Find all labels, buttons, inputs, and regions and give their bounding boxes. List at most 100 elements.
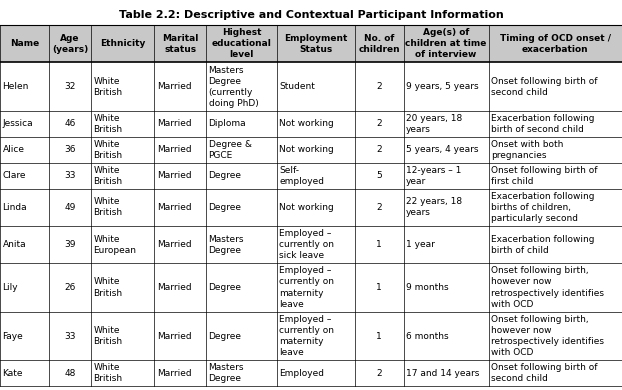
Text: Degree &
PGCE: Degree & PGCE — [208, 140, 252, 160]
Text: 2: 2 — [376, 203, 382, 212]
Text: Married: Married — [157, 119, 192, 128]
Text: Employed: Employed — [279, 369, 324, 378]
Text: Onset following birth of
first child: Onset following birth of first child — [491, 166, 598, 186]
Text: Onset following birth of
second child: Onset following birth of second child — [491, 363, 598, 383]
Text: 22 years, 18
years: 22 years, 18 years — [406, 197, 462, 217]
Text: 33: 33 — [64, 171, 76, 180]
Text: Timing of OCD onset /
exacerbation: Timing of OCD onset / exacerbation — [500, 34, 611, 54]
Text: Exacerbation following
birth of second child: Exacerbation following birth of second c… — [491, 114, 595, 134]
Text: Employed –
currently on
sick leave: Employed – currently on sick leave — [279, 229, 334, 260]
Text: Married: Married — [157, 332, 192, 340]
Text: White
European: White European — [93, 234, 136, 255]
Text: 1: 1 — [376, 283, 382, 292]
Bar — [0, 226, 622, 263]
Text: Onset following birth,
however now
retrospectively identifies
with OCD: Onset following birth, however now retro… — [491, 266, 604, 308]
Text: White
British: White British — [93, 140, 123, 160]
Text: Ethnicity: Ethnicity — [100, 39, 145, 48]
Text: Highest
educational
level: Highest educational level — [211, 28, 271, 59]
Text: 1 year: 1 year — [406, 240, 435, 249]
Text: Anita: Anita — [2, 240, 26, 249]
Text: Married: Married — [157, 171, 192, 180]
Text: Alice: Alice — [2, 145, 24, 154]
Text: Table 2.2: Descriptive and Contextual Participant Information: Table 2.2: Descriptive and Contextual Pa… — [119, 10, 503, 20]
Text: 48: 48 — [64, 369, 76, 378]
Text: Married: Married — [157, 203, 192, 212]
Text: 9 years, 5 years: 9 years, 5 years — [406, 82, 479, 91]
Text: 49: 49 — [64, 203, 76, 212]
Bar — [0, 25, 622, 62]
Text: Not working: Not working — [279, 203, 334, 212]
Text: Degree: Degree — [208, 283, 241, 292]
Text: Faye: Faye — [2, 332, 23, 340]
Text: 2: 2 — [376, 119, 382, 128]
Bar — [0, 263, 622, 312]
Text: 36: 36 — [64, 145, 76, 154]
Text: 2: 2 — [376, 145, 382, 154]
Text: Student: Student — [279, 82, 315, 91]
Text: 39: 39 — [64, 240, 76, 249]
Bar — [0, 163, 622, 189]
Text: Masters
Degree
(currently
doing PhD): Masters Degree (currently doing PhD) — [208, 66, 258, 108]
Text: White
British: White British — [93, 114, 123, 134]
Text: Degree: Degree — [208, 332, 241, 340]
Text: 12-years – 1
year: 12-years – 1 year — [406, 166, 462, 186]
Text: 6 months: 6 months — [406, 332, 448, 340]
Text: Age
(years): Age (years) — [52, 34, 88, 54]
Text: Degree: Degree — [208, 171, 241, 180]
Text: 5: 5 — [376, 171, 382, 180]
Text: Onset following birth of
second child: Onset following birth of second child — [491, 76, 598, 97]
Text: 1: 1 — [376, 332, 382, 340]
Text: Not working: Not working — [279, 119, 334, 128]
Text: Exacerbation following
birth of child: Exacerbation following birth of child — [491, 234, 595, 255]
Bar — [0, 189, 622, 226]
Bar — [0, 111, 622, 137]
Text: 46: 46 — [64, 119, 76, 128]
Text: Masters
Degree: Masters Degree — [208, 234, 244, 255]
Bar — [0, 312, 622, 360]
Text: 5 years, 4 years: 5 years, 4 years — [406, 145, 478, 154]
Text: Name: Name — [10, 39, 39, 48]
Text: White
British: White British — [93, 277, 123, 298]
Text: 33: 33 — [64, 332, 76, 340]
Text: White
British: White British — [93, 76, 123, 97]
Text: Employed –
currently on
maternity
leave: Employed – currently on maternity leave — [279, 266, 334, 308]
Bar — [0, 62, 622, 111]
Text: Linda: Linda — [2, 203, 27, 212]
Text: 1: 1 — [376, 240, 382, 249]
Text: Masters
Degree: Masters Degree — [208, 363, 244, 383]
Text: 26: 26 — [64, 283, 76, 292]
Text: White
British: White British — [93, 326, 123, 346]
Text: Onset with both
pregnancies: Onset with both pregnancies — [491, 140, 564, 160]
Text: Married: Married — [157, 82, 192, 91]
Text: Married: Married — [157, 283, 192, 292]
Text: White
British: White British — [93, 363, 123, 383]
Text: 20 years, 18
years: 20 years, 18 years — [406, 114, 462, 134]
Text: Employment
Status: Employment Status — [284, 34, 347, 54]
Text: 2: 2 — [376, 369, 382, 378]
Text: Onset following birth,
however now
retrospectively identifies
with OCD: Onset following birth, however now retro… — [491, 315, 604, 357]
Text: 9 months: 9 months — [406, 283, 448, 292]
Text: No. of
children: No. of children — [358, 34, 400, 54]
Text: 17 and 14 years: 17 and 14 years — [406, 369, 480, 378]
Text: Lily: Lily — [2, 283, 18, 292]
Bar — [0, 360, 622, 386]
Text: Employed –
currently on
maternity
leave: Employed – currently on maternity leave — [279, 315, 334, 357]
Text: White
British: White British — [93, 197, 123, 217]
Text: Not working: Not working — [279, 145, 334, 154]
Text: Kate: Kate — [2, 369, 23, 378]
Text: Marital
status: Marital status — [162, 34, 198, 54]
Text: Age(s) of
children at time
of interview: Age(s) of children at time of interview — [406, 28, 487, 59]
Text: Exacerbation following
births of children,
particularly second: Exacerbation following births of childre… — [491, 192, 595, 223]
Text: Jessica: Jessica — [2, 119, 33, 128]
Text: White
British: White British — [93, 166, 123, 186]
Text: Diploma: Diploma — [208, 119, 246, 128]
Text: Helen: Helen — [2, 82, 29, 91]
Text: Married: Married — [157, 145, 192, 154]
Text: Married: Married — [157, 240, 192, 249]
Text: 2: 2 — [376, 82, 382, 91]
Text: Married: Married — [157, 369, 192, 378]
Text: Clare: Clare — [2, 171, 26, 180]
Text: 32: 32 — [64, 82, 76, 91]
Bar — [0, 137, 622, 163]
Text: Degree: Degree — [208, 203, 241, 212]
